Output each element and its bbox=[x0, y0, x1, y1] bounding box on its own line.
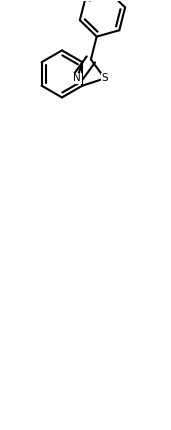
Text: N: N bbox=[73, 74, 81, 83]
Text: S: S bbox=[101, 74, 108, 83]
